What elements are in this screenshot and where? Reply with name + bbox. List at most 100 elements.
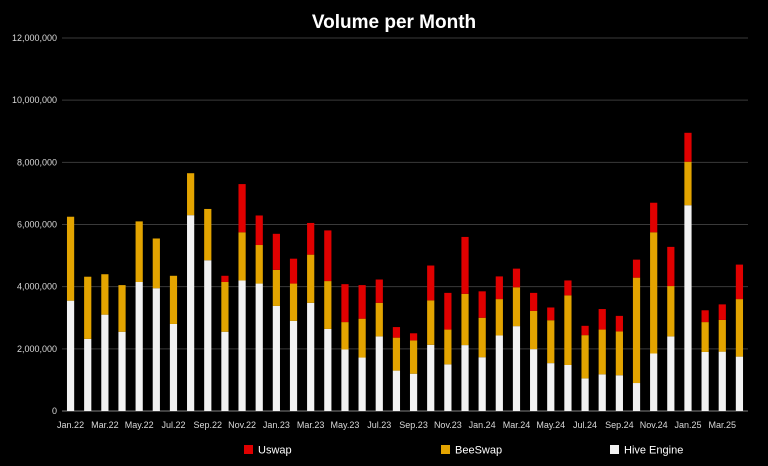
- bar-hive-engine: [461, 345, 469, 411]
- bar-uswap: [478, 291, 486, 318]
- bar-uswap: [667, 246, 675, 287]
- bar-beeswap: [461, 293, 469, 346]
- x-tick-label: Jul.24: [573, 420, 597, 430]
- bar-hive-engine: [118, 331, 126, 411]
- bar-beeswap: [427, 300, 435, 345]
- bar-beeswap: [152, 238, 160, 289]
- bar-uswap: [427, 265, 435, 301]
- bar-uswap: [238, 184, 246, 233]
- bar-uswap: [375, 279, 383, 303]
- bar-hive-engine: [615, 375, 623, 411]
- bar-beeswap: [375, 302, 383, 337]
- bar-beeswap: [307, 254, 315, 303]
- bar-hive-engine: [66, 300, 75, 411]
- bar-uswap: [512, 268, 521, 288]
- bar-hive-engine: [598, 374, 606, 411]
- bar-beeswap: [667, 286, 675, 337]
- bar-hive-engine: [84, 338, 92, 411]
- bar-beeswap: [101, 274, 109, 315]
- bar-uswap: [392, 327, 401, 338]
- bar-hive-engine: [152, 288, 160, 411]
- bars-layer: [66, 132, 744, 411]
- bar-uswap: [684, 132, 692, 162]
- legend-label: Hive Engine: [624, 445, 683, 457]
- bar-hive-engine: [187, 215, 195, 411]
- y-tick-label: 4,000,000: [17, 282, 57, 292]
- x-tick-label: Jan.25: [674, 420, 701, 430]
- bar-beeswap: [564, 295, 572, 365]
- bar-beeswap: [478, 317, 486, 358]
- bar-hive-engine: [667, 336, 675, 411]
- bar-uswap: [409, 333, 418, 341]
- bar-beeswap: [358, 318, 366, 358]
- bar-uswap: [718, 304, 726, 320]
- bar-hive-engine: [632, 383, 641, 411]
- bar-beeswap: [581, 335, 589, 379]
- bar-uswap: [221, 275, 229, 283]
- bar-uswap: [444, 292, 452, 330]
- bar-uswap: [735, 264, 744, 300]
- x-tick-label: May.24: [536, 420, 565, 430]
- bar-hive-engine: [101, 314, 109, 411]
- bar-hive-engine: [255, 283, 263, 411]
- bar-hive-engine: [547, 363, 555, 411]
- bar-uswap: [341, 284, 349, 323]
- y-tick-label: 8,000,000: [17, 157, 57, 167]
- bar-hive-engine: [581, 378, 589, 411]
- bar-hive-engine: [221, 331, 229, 411]
- bar-uswap: [272, 233, 280, 270]
- bar-beeswap: [272, 269, 280, 306]
- bar-uswap: [307, 222, 315, 255]
- x-tick-label: Mar.23: [297, 420, 325, 430]
- bar-hive-engine: [169, 323, 178, 411]
- bar-hive-engine: [272, 305, 280, 411]
- bar-beeswap: [444, 329, 452, 365]
- bar-uswap: [547, 307, 555, 321]
- bar-hive-engine: [564, 364, 572, 411]
- bar-beeswap: [66, 216, 75, 301]
- bar-beeswap: [735, 299, 744, 357]
- bar-beeswap: [684, 161, 692, 206]
- legend-swatch: [441, 445, 450, 454]
- bar-uswap: [581, 325, 589, 336]
- bar-hive-engine: [375, 336, 383, 411]
- bar-beeswap: [255, 245, 263, 284]
- bar-hive-engine: [650, 353, 658, 411]
- bar-beeswap: [547, 320, 555, 364]
- bar-beeswap: [615, 331, 623, 376]
- bar-hive-engine: [238, 280, 246, 411]
- bar-hive-engine: [735, 356, 744, 411]
- bar-beeswap: [701, 322, 709, 352]
- legend-swatch: [610, 445, 619, 454]
- bar-uswap: [632, 259, 641, 278]
- bar-beeswap: [632, 277, 641, 384]
- bar-hive-engine: [684, 205, 692, 411]
- x-tick-label: Jan.24: [469, 420, 496, 430]
- bar-uswap: [289, 258, 298, 284]
- bar-hive-engine: [289, 320, 298, 411]
- bar-uswap: [701, 310, 709, 323]
- bar-beeswap: [598, 329, 606, 375]
- bar-hive-engine: [324, 328, 332, 411]
- bar-hive-engine: [358, 357, 366, 411]
- x-tick-label: Nov.23: [434, 420, 462, 430]
- bar-hive-engine: [135, 282, 143, 411]
- y-tick-label: 2,000,000: [17, 344, 57, 354]
- bar-uswap: [530, 292, 538, 311]
- x-tick-label: Nov.22: [228, 420, 256, 430]
- bar-hive-engine: [444, 364, 452, 411]
- bar-hive-engine: [718, 351, 726, 411]
- x-tick-label: Mar.25: [709, 420, 737, 430]
- bar-uswap: [598, 309, 606, 330]
- bar-beeswap: [238, 232, 246, 281]
- bar-beeswap: [409, 340, 418, 374]
- x-tick-layer: Jan.22 Mar.22 May.22 Jul.22 Sep.22 Nov.22 Jan.…: [57, 420, 736, 430]
- y-tick-label: 6,000,000: [17, 220, 57, 230]
- y-tick-label: 0: [52, 406, 57, 416]
- y-tick-label: 12,000,000: [12, 33, 57, 43]
- x-tick-label: Jan.22: [57, 420, 84, 430]
- x-tick-label: Jul.23: [367, 420, 391, 430]
- bar-beeswap: [718, 319, 726, 352]
- x-tick-label: Sep.22: [194, 420, 223, 430]
